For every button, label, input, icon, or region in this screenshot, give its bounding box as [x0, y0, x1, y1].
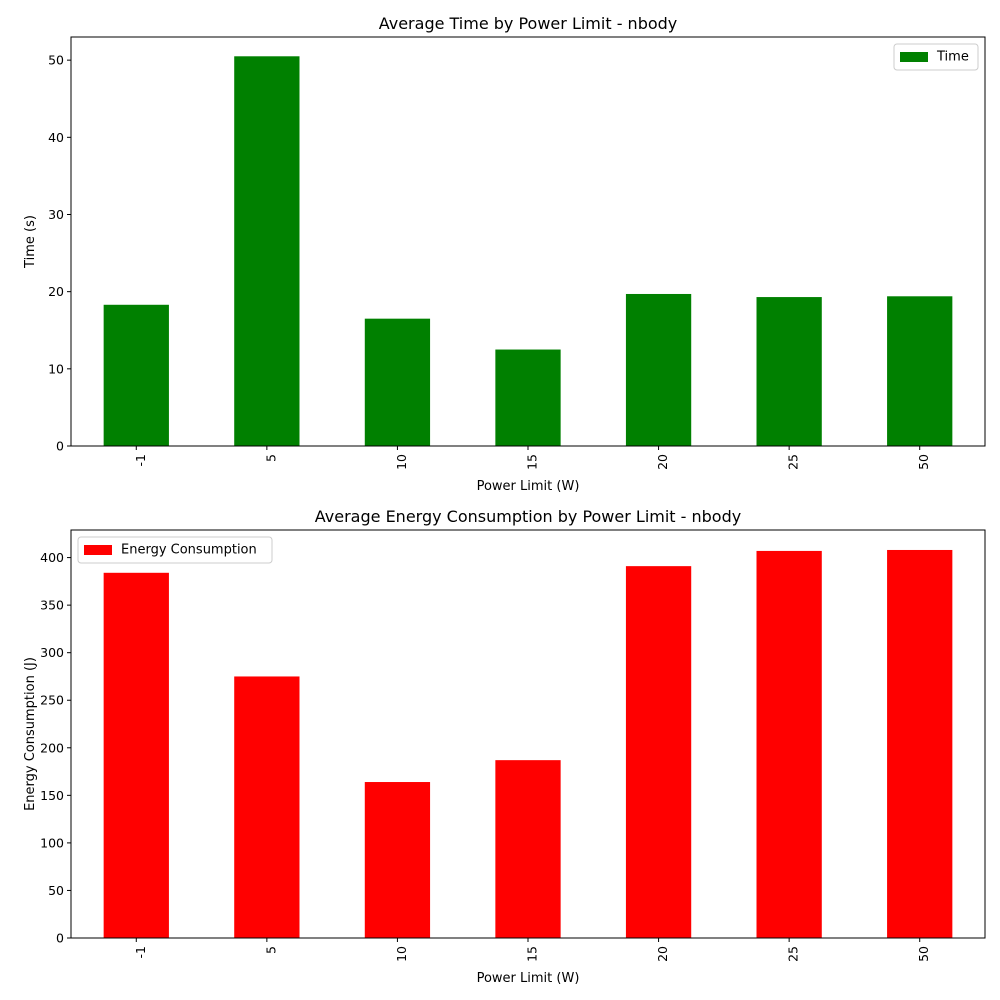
y-tick-label: 0	[56, 931, 64, 946]
y-tick-label: 40	[48, 130, 64, 145]
y-tick-label: 100	[40, 835, 64, 850]
plot-frame	[70, 36, 986, 447]
bar-20	[625, 566, 692, 938]
y-tick-label: 400	[40, 550, 64, 565]
x-axis-label: Power Limit (W)	[477, 971, 580, 986]
x-tick-label: 15	[525, 454, 540, 470]
y-tick-label: 20	[48, 284, 64, 299]
legend-swatch	[84, 545, 112, 555]
x-tick-label: 10	[394, 946, 409, 962]
y-tick-label: 10	[48, 361, 64, 376]
legend: Energy Consumption	[77, 536, 273, 564]
chart-title: Average Energy Consumption by Power Limi…	[315, 507, 741, 526]
x-tick-label: 25	[786, 454, 801, 470]
y-tick-label: 0	[56, 439, 64, 454]
x-tick-label: 10	[394, 454, 409, 470]
x-tick-label: -1	[133, 946, 148, 958]
legend-box	[893, 43, 979, 71]
legend-label: Time	[936, 50, 969, 65]
x-tick-label: 50	[916, 454, 931, 470]
legend-box	[77, 536, 273, 564]
bar-15	[495, 349, 561, 446]
legend-swatch	[900, 52, 928, 62]
bar-50	[887, 296, 953, 446]
y-tick-label: 300	[40, 645, 64, 660]
bar-10	[364, 782, 431, 938]
energy-chart: -1 5 10 15 20 25 50 0 50 100 150 200 250 300 350 400 Ave…	[23, 507, 986, 986]
legend-label: Energy Consumption	[121, 543, 257, 558]
y-tick-label: 50	[48, 883, 64, 898]
bar-5	[234, 676, 300, 938]
y-tick-label: 350	[40, 598, 64, 613]
x-tick-label: 15	[525, 946, 540, 962]
bar-10	[364, 318, 431, 446]
y-tick-label: 50	[48, 53, 64, 68]
time-chart: -1 5 10 15 20 25 50 0 10 20 30 40 50 Average Time by …	[23, 14, 986, 494]
x-tick-label: 20	[655, 454, 670, 470]
bar-50	[887, 549, 953, 938]
x-tick-label: -1	[133, 454, 148, 466]
y-tick-label: 150	[40, 788, 64, 803]
plot-frame	[70, 529, 986, 939]
legend: Time	[893, 43, 979, 71]
bar-25	[756, 550, 822, 938]
x-tick-label: 5	[263, 454, 278, 462]
x-tick-label: 50	[916, 946, 931, 962]
x-tick-label: 5	[263, 946, 278, 954]
bar-5	[234, 56, 300, 447]
bar--1	[103, 304, 169, 446]
bar-15	[495, 760, 561, 938]
bar--1	[103, 572, 169, 938]
chart-title: Average Time by Power Limit - nbody	[379, 14, 678, 33]
y-tick-label: 200	[40, 740, 64, 755]
x-tick-label: 25	[786, 946, 801, 962]
y-axis-label: Time (s)	[23, 215, 38, 269]
x-tick-label: 20	[655, 946, 670, 962]
bar-25	[756, 297, 822, 446]
bar-20	[625, 293, 692, 446]
y-tick-label: 250	[40, 693, 64, 708]
x-axis-label: Power Limit (W)	[477, 479, 580, 494]
y-tick-label: 30	[48, 207, 64, 222]
y-axis-label: Energy Consumption (J)	[23, 657, 38, 811]
